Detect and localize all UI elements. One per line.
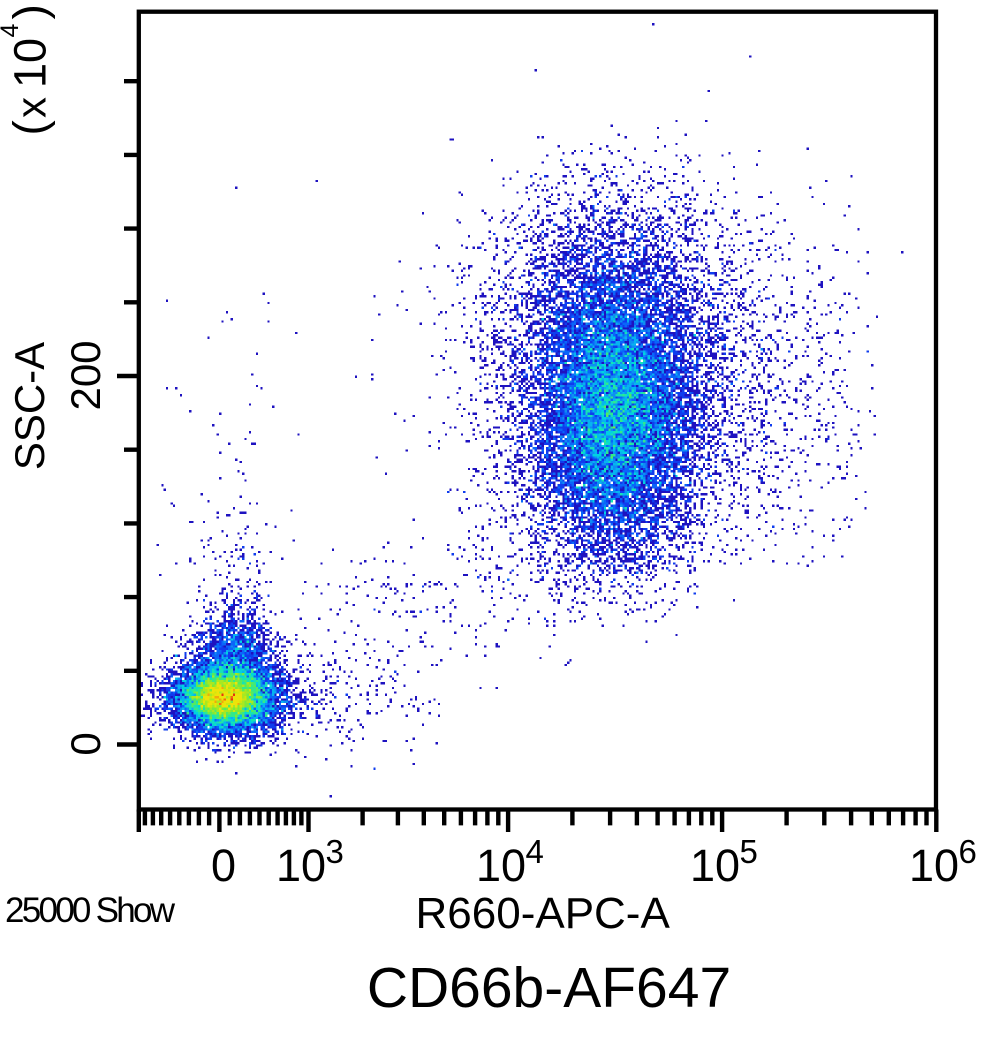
- svg-text:): ): [4, 4, 56, 19]
- svg-text:25000 Show: 25000 Show: [5, 891, 176, 930]
- svg-text:6: 6: [959, 833, 977, 870]
- svg-text:3: 3: [326, 833, 344, 870]
- svg-text:R660-APC-A: R660-APC-A: [416, 889, 671, 938]
- svg-text:5: 5: [740, 833, 758, 870]
- svg-text:10: 10: [909, 840, 959, 891]
- svg-text:10: 10: [5, 38, 56, 88]
- svg-text:CD66b-AF647: CD66b-AF647: [367, 956, 731, 1020]
- svg-text:0: 0: [62, 732, 109, 755]
- svg-text:4: 4: [526, 833, 544, 870]
- svg-text:10: 10: [690, 840, 740, 891]
- svg-text:SSC-A: SSC-A: [6, 342, 53, 470]
- svg-text:200: 200: [62, 340, 109, 410]
- svg-text:0: 0: [211, 840, 236, 891]
- svg-text:4: 4: [0, 24, 24, 38]
- svg-text:x: x: [8, 97, 55, 118]
- svg-text:10: 10: [276, 840, 326, 891]
- svg-text:(: (: [4, 120, 56, 136]
- svg-text:10: 10: [476, 840, 526, 891]
